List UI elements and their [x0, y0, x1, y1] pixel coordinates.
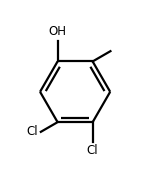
Text: Cl: Cl: [27, 125, 38, 138]
Text: OH: OH: [49, 25, 67, 38]
Text: Cl: Cl: [87, 144, 98, 157]
